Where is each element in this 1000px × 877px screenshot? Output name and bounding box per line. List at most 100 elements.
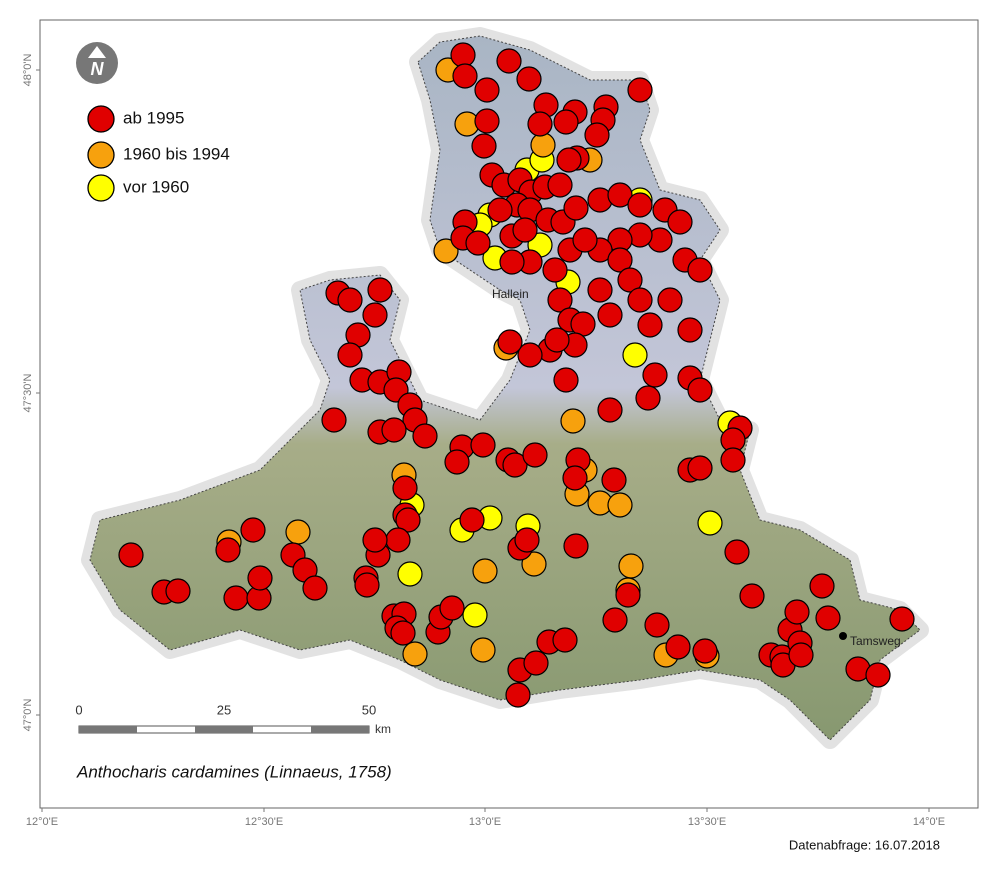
occurrence-point: [470, 432, 496, 458]
occurrence-point: [607, 492, 633, 518]
occurrence-point: [462, 602, 488, 628]
occurrence-point: [627, 77, 653, 103]
legend: ab 1995 1960 bis 1994 vor 1960: [87, 105, 230, 202]
occurrence-point: [240, 517, 266, 543]
occurrence-point: [622, 342, 648, 368]
occurrence-point: [601, 467, 627, 493]
occurrence-point: [677, 317, 703, 343]
occurrence-point: [570, 311, 596, 337]
occurrence-point: [607, 247, 633, 273]
occurrence-point: [516, 66, 542, 92]
graticule-ticks: 48°0'N 47°30'N 47°0'N 12°0'E 12°30'E 13°0'E 13…: [22, 54, 945, 828]
occurrence-point: [337, 287, 363, 313]
occurrence-point: [527, 111, 553, 137]
lon-label: 13°30'E: [688, 816, 726, 828]
legend-label: ab 1995: [123, 108, 184, 127]
occurrence-point: [523, 650, 549, 676]
occurrence-point: [285, 519, 311, 545]
occurrence-point: [697, 510, 723, 536]
scale-bar: [78, 725, 370, 734]
occurrence-point: [627, 192, 653, 218]
occurrence-point: [385, 527, 411, 553]
occurrence-point: [302, 575, 328, 601]
occurrence-point: [724, 539, 750, 565]
occurrence-point: [642, 362, 668, 388]
query-date: Datenabfrage: 16.07.2018: [789, 837, 940, 852]
lon-label: 13°0'E: [469, 816, 501, 828]
scale-unit: km: [375, 722, 391, 736]
occurrence-point: [517, 342, 543, 368]
occurrence-point: [637, 312, 663, 338]
occurrence-point: [597, 302, 623, 328]
occurrence-point: [395, 507, 421, 533]
occurrence-point: [563, 195, 589, 221]
occurrence-point: [657, 287, 683, 313]
occurrence-point: [496, 48, 522, 74]
occurrence-point: [587, 277, 613, 303]
occurrence-point: [474, 108, 500, 134]
lat-label: 47°0'N: [22, 699, 34, 732]
occurrence-point: [215, 537, 241, 563]
occurrence-point: [450, 42, 476, 68]
svg-text:N: N: [91, 59, 105, 79]
occurrence-point: [788, 642, 814, 668]
occurrence-point: [392, 475, 418, 501]
occurrence-point: [471, 133, 497, 159]
occurrence-point: [522, 442, 548, 468]
lon-label: 12°30'E: [245, 816, 283, 828]
occurrence-point: [118, 542, 144, 568]
occurrence-point: [544, 327, 570, 353]
occurrence-point: [602, 607, 628, 633]
occurrence-point: [865, 662, 891, 688]
town-marker: [839, 632, 847, 640]
occurrence-point: [433, 238, 459, 264]
occurrence-point: [597, 397, 623, 423]
occurrence-point: [465, 230, 491, 256]
occurrence-point: [505, 682, 531, 708]
occurrence-point: [809, 573, 835, 599]
lat-label: 47°30'N: [22, 373, 34, 412]
occurrence-point: [562, 465, 588, 491]
occurrence-point: [247, 565, 273, 591]
occurrence-point: [497, 329, 523, 355]
occurrence-point: [635, 385, 661, 411]
occurrence-point: [452, 63, 478, 89]
occurrence-point: [459, 507, 485, 533]
north-arrow: N: [76, 42, 118, 84]
occurrence-point: [665, 634, 691, 660]
occurrence-point: [667, 209, 693, 235]
occurrence-point: [687, 377, 713, 403]
occurrence-point: [687, 257, 713, 283]
occurrence-point: [165, 578, 191, 604]
legend-symbol: [87, 174, 115, 202]
occurrence-point: [502, 452, 528, 478]
occurrence-point: [784, 599, 810, 625]
occurrence-point: [390, 620, 416, 646]
occurrence-point: [444, 449, 470, 475]
occurrence-point: [692, 638, 718, 664]
occurrence-point: [560, 408, 586, 434]
legend-label: 1960 bis 1994: [123, 144, 230, 163]
occurrence-point: [521, 551, 547, 577]
occurrence-point: [542, 257, 568, 283]
occurrence-point: [687, 455, 713, 481]
occurrence-point: [618, 553, 644, 579]
occurrence-point: [337, 342, 363, 368]
occurrence-point: [815, 605, 841, 631]
legend-symbol: [87, 105, 115, 133]
place-label: Tamsweg: [850, 634, 901, 648]
lon-label: 12°0'E: [26, 816, 58, 828]
occurrence-point: [556, 147, 582, 173]
occurrence-point: [362, 302, 388, 328]
occurrence-point: [547, 287, 573, 313]
scale-label: 50: [362, 702, 376, 717]
species-title: Anthocharis cardamines (Linnaeus, 1758): [76, 762, 392, 781]
occurrence-point: [362, 527, 388, 553]
occurrence-point: [607, 182, 633, 208]
occurrence-point: [627, 287, 653, 313]
occurrence-point: [487, 197, 513, 223]
occurrence-point: [472, 558, 498, 584]
occurrence-point: [514, 527, 540, 553]
occurrence-point: [439, 595, 465, 621]
